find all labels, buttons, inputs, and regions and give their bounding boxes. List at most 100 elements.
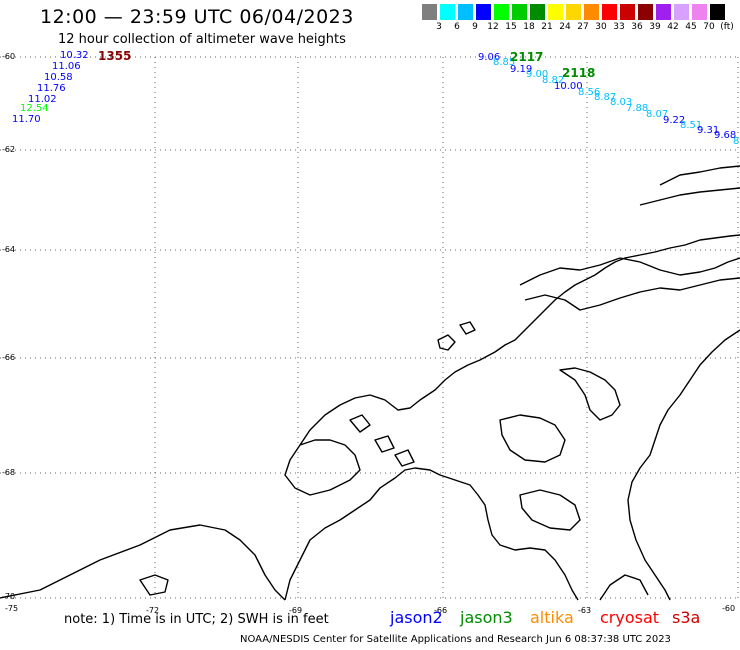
lon-label: -72 [146,606,160,615]
scale-swatch [458,4,473,20]
satellite-cryosat: cryosat [600,608,660,627]
lat-label: -68 [2,468,16,477]
scale-swatch [638,4,653,20]
lon-label: -63 [578,606,592,615]
scale-label: 21 [541,22,553,32]
scale-label: 15 [505,22,517,32]
wave-height-value: 11.06 [52,61,81,72]
page-subtitle: 12 hour collection of altimeter wave hei… [58,32,346,47]
wave-height-value: 8.56 [578,87,601,98]
scale-swatch [692,4,707,20]
wave-height-value: 10.00 [554,81,583,92]
islet-2 [459,321,476,335]
upper-island-group [519,257,740,286]
wave-height-value: 8.07 [646,109,669,120]
coastline [0,165,740,601]
fjord-2 [499,414,566,463]
wave-height-value: 10.32 [60,50,89,61]
satellite-altika: altika [530,608,574,627]
pass-label-2118: 2118 [562,66,595,80]
wave-height-value: 10.58 [44,72,73,83]
pass-label-1355: 1355 [98,49,131,63]
scale-swatch [674,4,689,20]
lat-label: -64 [2,245,16,254]
scale-swatch [548,4,563,20]
wave-height-value: 7.88 [626,103,649,114]
scale-swatch [476,4,491,20]
wave-height-value: 9.19 [510,64,533,75]
wave-height-value: 11.76 [37,83,66,94]
scale-label: 6 [454,22,460,32]
pass-1355-text: 1355 [98,49,132,63]
islet-3 [349,414,371,433]
scale-label: 36 [631,22,643,32]
left-island-small [139,574,169,596]
inner-bay [284,439,361,496]
scale-label: 70 [703,22,715,32]
lat-label: -66 [2,353,16,362]
wave-height-value: 8.82 [542,75,565,86]
fjord-1 [559,367,621,421]
south-island-right [599,574,649,601]
lat-label: -60 [2,52,16,61]
wave-height-value: 8.51 [680,120,703,131]
lat-label: -62 [2,145,16,154]
scale-label: 33 [613,22,625,32]
scale-swatch [440,4,455,20]
scale-swatch [530,4,545,20]
scale-label: 27 [577,22,589,32]
pass-label-2117: 2117 [510,50,543,64]
north-coast-fragment-2 [639,187,740,206]
islet-1 [437,334,456,351]
scale-label: 3 [436,22,442,32]
islet-5 [394,449,415,467]
pass-2118-text: 2118 [562,66,596,80]
scale-label: 18 [523,22,535,32]
satellite-jason3: jason3 [460,608,513,627]
scale-label: 9 [472,22,478,32]
wave-height-value: 8.87 [594,92,617,103]
wave-height-value: 9.22 [663,115,686,126]
lon-label: -66 [434,606,448,615]
satellite-s3a: s3a [672,608,701,627]
footer-credit: NOAA/NESDIS Center for Satellite Applica… [240,634,671,645]
alexander-island-coast [284,467,579,601]
west-coast-upper [299,234,740,446]
scale-label: 39 [649,22,661,32]
footer-note: note: 1) Time is in UTC; 2) SWH is in fe… [64,612,329,627]
wave-height-value: 9.68 [714,130,737,141]
wave-height-value: 11.02 [28,94,57,105]
north-coast-fragment [659,165,740,186]
scale-swatch [602,4,617,20]
wave-height-value: 8.85 [493,57,516,68]
upper-island-inner [524,277,740,311]
lon-label: -75 [5,604,19,613]
east-coast [627,329,740,601]
pass-2117-text: 2117 [510,50,544,64]
satellite-jason2: jason2 [390,608,443,627]
wave-height-value: 9.06 [478,52,501,63]
page-title: 12:00 — 23:59 UTC 06/04/2023 [40,6,354,28]
scale-swatch [494,4,509,20]
wave-height-value: 8.03 [610,97,633,108]
wave-height-value: 11.70 [12,114,41,125]
scale-label: 42 [667,22,679,32]
scale-label: 30 [595,22,607,32]
wave-height-value: 9.00 [526,69,549,80]
fjord-3 [519,489,581,531]
scale-swatch [512,4,527,20]
scale-label: 45 [685,22,697,32]
scale-swatch [584,4,599,20]
scale-label: (ft) [720,22,734,32]
scale-swatch [566,4,581,20]
wave-height-value: 8 [733,136,740,147]
wave-height-value: 9.31 [697,125,720,136]
scale-swatch [422,4,437,20]
scale-swatch [620,4,635,20]
graticule [0,56,740,600]
wave-height-value: 12.54 [20,103,49,114]
lon-label: -60 [722,604,736,613]
scale-swatch [656,4,671,20]
scale-swatch [710,4,725,20]
